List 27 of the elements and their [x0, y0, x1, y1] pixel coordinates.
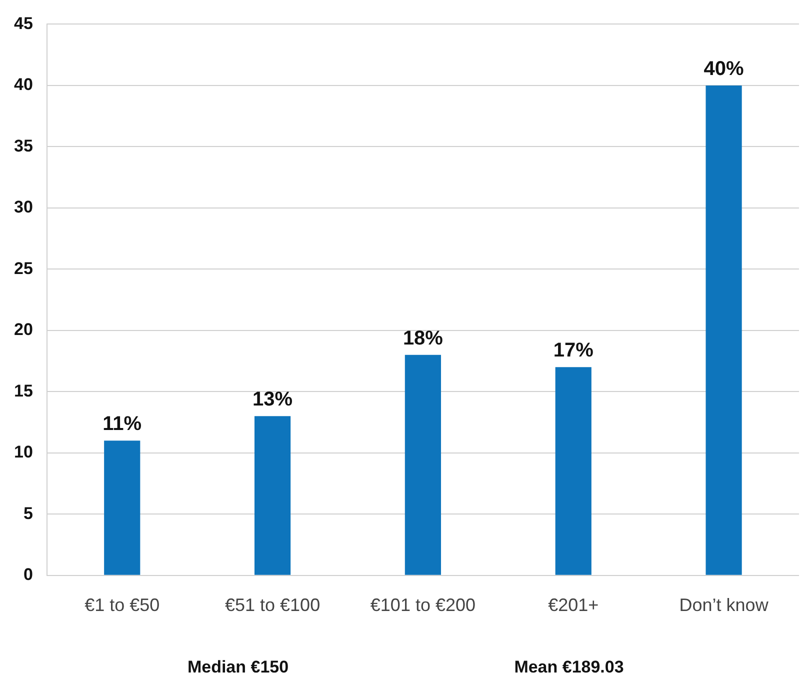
y-tick-label: 30	[14, 198, 33, 217]
x-tick-label: €1 to €50	[84, 595, 160, 616]
text: Mean €189.03	[514, 658, 624, 677]
x-tick-label: €101 to €200	[370, 595, 476, 616]
y-tick-label: 0	[23, 565, 33, 584]
y-tick-label: 45	[14, 14, 33, 33]
y-tick-label: 40	[14, 75, 33, 94]
data-label: 11%	[102, 413, 142, 436]
text: Median €150	[187, 658, 289, 677]
x-tick-label: €201+	[548, 595, 599, 616]
y-tick-label: 25	[14, 258, 33, 278]
bar	[254, 416, 291, 575]
y-tick-label: 15	[14, 381, 33, 400]
data-label: 17%	[553, 340, 594, 362]
x-tick-label: €51 to €100	[224, 595, 320, 616]
bar	[555, 367, 592, 575]
bar	[104, 440, 140, 575]
bar	[706, 85, 742, 575]
bar	[404, 354, 442, 575]
data-label: 40%	[704, 58, 744, 80]
y-tick-label: 5	[23, 504, 33, 523]
y-tick-label: 35	[14, 136, 33, 156]
y-tick-label: 20	[14, 320, 33, 340]
x-tick-label: Don’t know	[679, 595, 770, 616]
data-label: 13%	[252, 388, 293, 411]
data-label: 18%	[402, 327, 444, 350]
y-tick-label: 10	[14, 442, 33, 462]
